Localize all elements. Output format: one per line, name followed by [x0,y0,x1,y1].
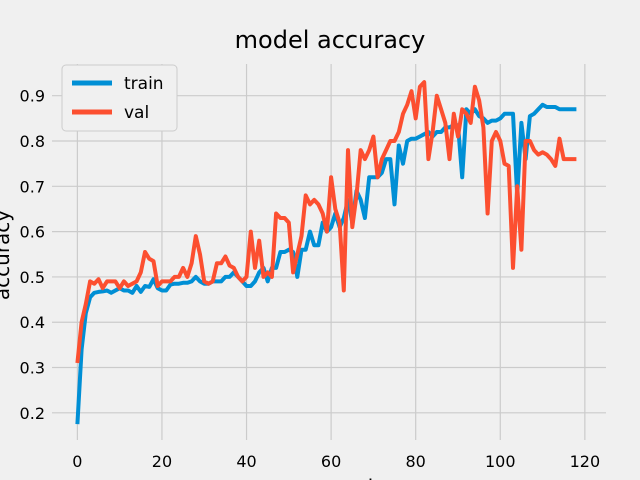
x-tick-label: 60 [321,452,341,471]
grid [52,64,606,440]
series-line-val [75,80,577,364]
legend-label-train: train [124,74,164,94]
series-lines [75,80,577,425]
x-tick-label: 120 [570,452,601,471]
y-tick-label: 0.8 [20,132,45,151]
x-tick-label: 100 [485,452,516,471]
legend-label-val: val [124,103,149,123]
y-tick-label: 0.5 [20,268,45,287]
x-tick-label: 20 [152,452,172,471]
legend: train val [61,64,178,132]
y-tick-label: 0.2 [20,404,45,423]
y-tick-label: 0.9 [20,87,45,106]
y-axis-label: accuracy [0,210,14,300]
y-tick-labels: 0.2 0.3 0.4 0.5 0.6 0.7 0.8 0.9 [20,87,45,423]
y-tick-label: 0.3 [20,359,45,378]
x-axis-label: epoch [320,475,381,480]
y-tick-label: 0.4 [20,313,45,332]
y-tick-label: 0.7 [20,177,45,196]
x-tick-labels: 0 20 40 60 80 100 120 [72,452,600,471]
x-tick-label: 0 [72,452,82,471]
x-tick-label: 40 [236,452,256,471]
y-tick-label: 0.6 [20,223,45,242]
chart-title: model accuracy [235,26,426,54]
x-tick-label: 80 [406,452,426,471]
